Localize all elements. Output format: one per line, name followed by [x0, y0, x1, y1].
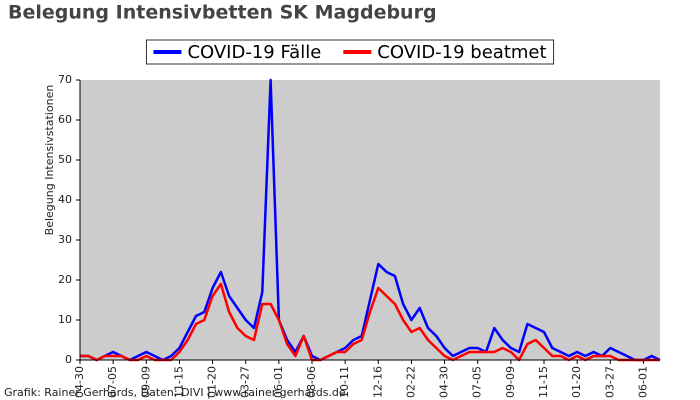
y-tick-label: 70: [58, 73, 72, 86]
legend-text: COVID-19 Fälle: [187, 42, 321, 63]
x-tick-label: 09-09: [504, 366, 517, 398]
x-tick-label: 04-30: [73, 366, 86, 398]
y-tick-label: 0: [65, 353, 72, 366]
x-tick-label: 07-05: [106, 366, 119, 398]
x-tick-label: 04-30: [438, 366, 451, 398]
x-tick-label: 02-22: [404, 366, 417, 398]
y-tick-label: 10: [58, 313, 72, 326]
x-tick-label: 06-01: [272, 366, 285, 398]
y-tick-label: 40: [58, 193, 72, 206]
x-tick-label: 03-27: [239, 366, 252, 398]
y-axis-label: Belegung Intensivstationen: [43, 85, 56, 236]
chart-title: Belegung Intensivbetten SK Magdeburg: [8, 2, 437, 24]
x-tick-label: 12-16: [371, 366, 384, 398]
y-tick-label: 50: [58, 153, 72, 166]
legend-item: COVID-19 beatmet: [343, 42, 547, 63]
x-tick-label: 10-11: [338, 366, 351, 398]
legend-text: COVID-19 beatmet: [377, 42, 546, 63]
y-tick-label: 60: [58, 113, 72, 126]
x-tick-label: 01-20: [206, 366, 219, 398]
plot-area: [80, 80, 660, 360]
x-tick-label: 01-20: [570, 366, 583, 398]
legend-item: COVID-19 Fälle: [153, 42, 321, 63]
x-tick-label: 07-05: [471, 366, 484, 398]
x-tick-label: 11-15: [537, 366, 550, 398]
footer: Grafik: Rainer Gerhards, Daten: DIVI | w…: [4, 386, 346, 399]
x-tick-label: 03-27: [603, 366, 616, 398]
x-tick-label: 06-01: [636, 366, 649, 398]
x-tick-label: 08-06: [305, 366, 318, 398]
legend: COVID-19 Fälle COVID-19 beatmet: [145, 39, 555, 65]
series-line: [80, 78, 661, 362]
x-tick-label: 09-09: [139, 366, 152, 398]
y-tick-label: 20: [58, 273, 72, 286]
series-line: [80, 282, 660, 362]
x-tick-label: 11-15: [172, 366, 185, 398]
y-tick-label: 30: [58, 233, 72, 246]
